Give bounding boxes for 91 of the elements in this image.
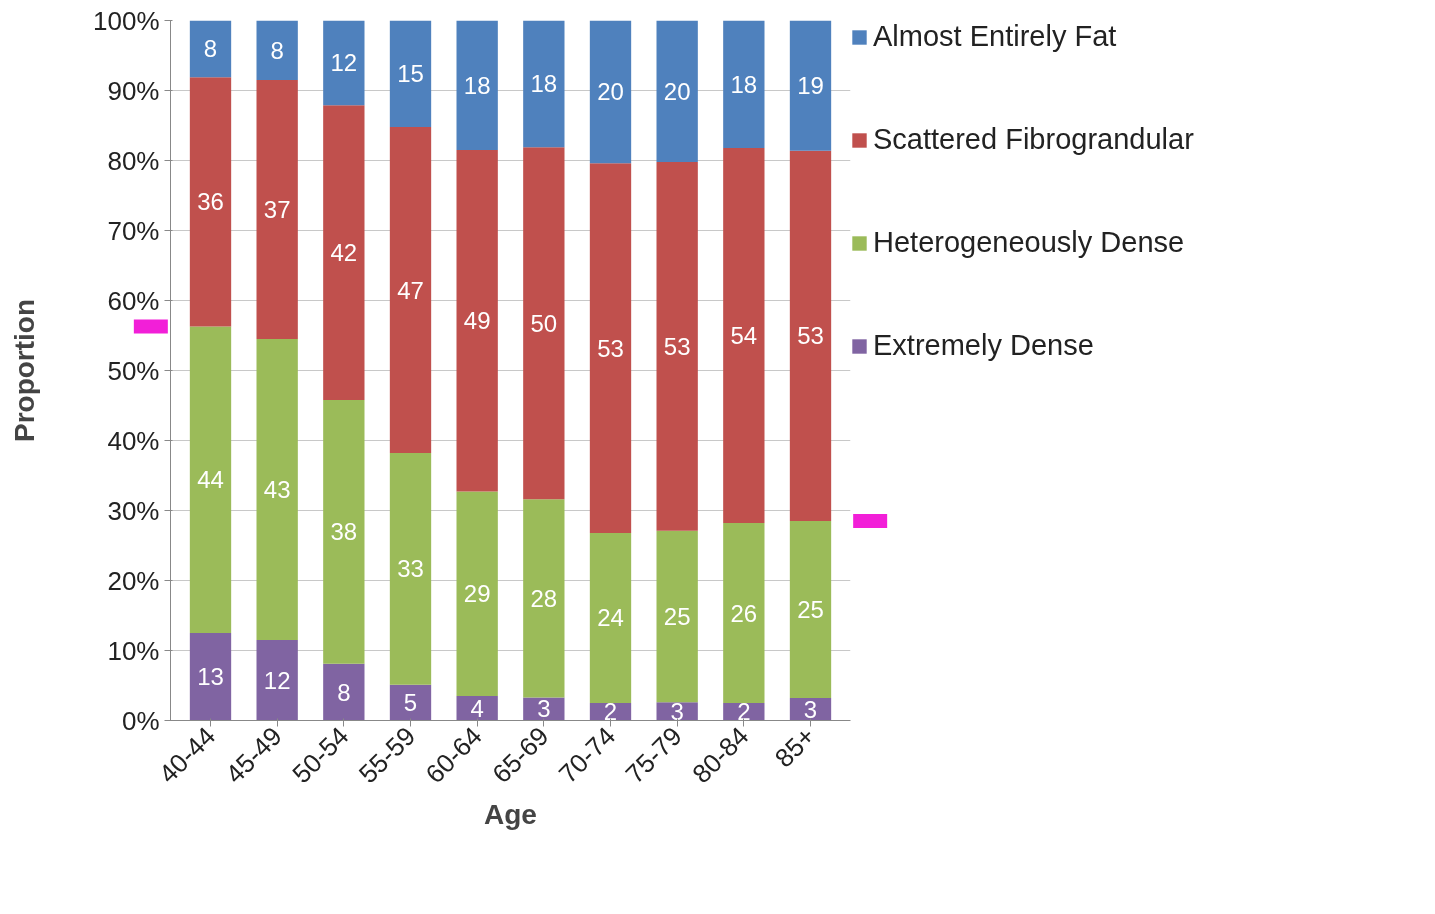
data-label: 15 (397, 60, 424, 88)
bar (589, 20, 632, 164)
data-label: 49 (463, 307, 491, 335)
y-tick-label: 80% (107, 145, 160, 176)
data-label: 44 (197, 466, 224, 494)
data-label: 12 (330, 49, 358, 77)
bar (256, 20, 298, 80)
bar (256, 80, 298, 339)
data-label: 38 (330, 518, 358, 546)
bar (323, 663, 365, 721)
data-label: 53 (663, 332, 691, 360)
bar (189, 20, 232, 78)
y-tick-label: 100% (93, 5, 160, 36)
data-label: 20 (663, 77, 691, 105)
data-label: 25 (797, 596, 824, 624)
data-label: 2 (737, 698, 751, 726)
data-label: 8 (270, 36, 284, 64)
bar (656, 20, 698, 162)
data-label: 53 (597, 334, 624, 362)
bar (323, 399, 365, 664)
bar (789, 521, 832, 699)
bar (723, 523, 765, 703)
y-tick-label: 70% (107, 215, 160, 246)
legend-label: Heterogeneously Dense (873, 226, 1185, 259)
data-label: 4 (470, 694, 484, 722)
legend-label: Scattered Fibrograndular (873, 123, 1194, 156)
y-tick-label: 40% (107, 425, 160, 456)
bar (523, 20, 565, 148)
data-label: 18 (530, 70, 558, 98)
data-label: 37 (263, 196, 291, 223)
bar (589, 532, 632, 703)
data-label: 12 (263, 666, 291, 694)
legend-label: Almost Entirely Fat (873, 20, 1117, 53)
bar (656, 161, 698, 531)
data-label: 43 (263, 476, 291, 503)
bar (456, 491, 498, 696)
data-label: 47 (397, 276, 424, 304)
bar (189, 633, 232, 721)
legend-label: Extremely Dense (873, 329, 1094, 362)
y-axis-title: Proportion (9, 298, 40, 443)
y-tick-label: 50% (107, 355, 160, 386)
bar (389, 20, 432, 127)
data-label: 5 (403, 689, 418, 717)
y-tick-label: 90% (107, 75, 160, 106)
data-label: 54 (730, 322, 758, 349)
bar (523, 499, 565, 698)
bar (323, 20, 365, 106)
data-label: 33 (397, 555, 424, 583)
bar (189, 326, 232, 633)
bar (256, 339, 298, 640)
data-label: 20 (597, 78, 624, 106)
bar (656, 530, 698, 703)
data-label: 2 (603, 698, 618, 726)
y-tick-label: 20% (107, 565, 160, 596)
bar (523, 147, 565, 500)
y-tick-label: 0% (121, 705, 160, 736)
y-tick-label: 30% (107, 495, 160, 526)
data-label: 28 (530, 584, 558, 612)
bar (389, 126, 432, 454)
data-label: 8 (203, 35, 218, 63)
bar (256, 640, 298, 721)
data-label: 3 (670, 697, 684, 725)
data-label: 50 (530, 309, 558, 337)
bar (456, 20, 498, 150)
y-tick-label: 10% (107, 635, 160, 666)
bar (723, 147, 765, 524)
data-label: 3 (803, 695, 818, 723)
data-label: 25 (663, 603, 691, 631)
data-label: 42 (330, 239, 358, 267)
bar (323, 105, 365, 400)
data-label: 18 (730, 70, 758, 98)
data-label: 53 (797, 322, 824, 350)
bar (789, 20, 832, 151)
data-label: 36 (197, 188, 224, 216)
data-label: 24 (597, 604, 624, 632)
x-axis-title: Age (484, 799, 537, 831)
data-label: 19 (797, 72, 824, 100)
data-label: 8 (337, 678, 351, 706)
data-label: 18 (463, 71, 491, 99)
bar (789, 150, 832, 521)
data-label: 29 (463, 580, 491, 608)
bar (389, 453, 432, 685)
x-tick-label: 85+ (768, 720, 822, 774)
bar (723, 20, 765, 148)
data-label: 3 (537, 695, 551, 723)
bar (589, 163, 632, 533)
data-label: 26 (730, 599, 758, 627)
y-tick-label: 60% (107, 285, 160, 316)
data-label: 13 (197, 663, 224, 691)
bar (456, 150, 498, 492)
bar (189, 77, 232, 327)
